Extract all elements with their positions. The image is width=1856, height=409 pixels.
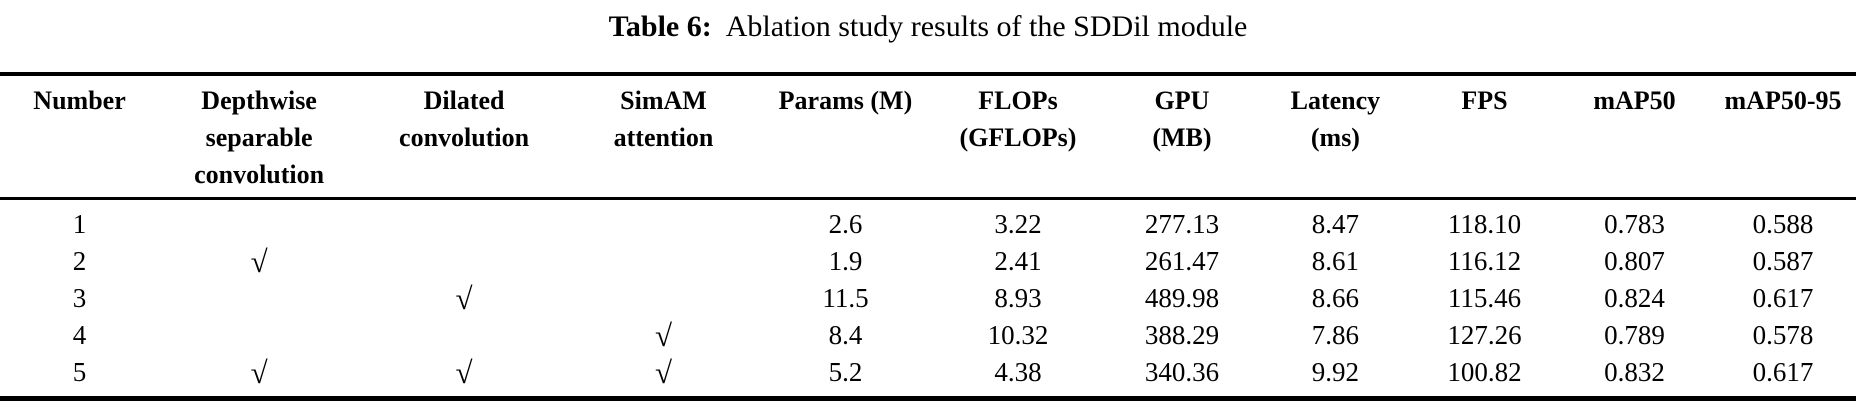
column-header-latency: Latency (ms): [1260, 74, 1410, 200]
cell-fps: 127.26: [1447, 320, 1522, 350]
checkmark-icon: √: [455, 281, 473, 316]
table-caption: Table 6: Ablation study results of the SD…: [0, 0, 1856, 46]
column-header-map5095: mAP50-95: [1710, 74, 1856, 200]
column-header-line: FPS: [1461, 86, 1508, 115]
cell-latency: 9.92: [1311, 357, 1360, 387]
cell-gpu: 489.98: [1144, 283, 1220, 313]
cell-map5095: 0.617: [1752, 357, 1814, 387]
column-header-simam: SimAM attention: [569, 74, 758, 200]
column-header-dsc: Depthwise separable convolution: [159, 74, 360, 200]
cell-latency: 8.61: [1311, 246, 1360, 276]
empty-cell-dsc: [159, 280, 359, 317]
checkmark-icon: √: [455, 355, 473, 390]
cell-latency: 8.47: [1311, 209, 1360, 239]
cell-number: 4: [72, 320, 87, 350]
table-header: Number Depthwise separable convolution Dilat…: [0, 74, 1856, 200]
column-header-line: Dilated: [423, 86, 505, 115]
table-row: 3 √ 11.5 8.93 489.98 8.66 115.46 0.824 0.617: [0, 280, 1856, 317]
cell-flops: 3.22: [994, 209, 1042, 239]
column-header-line: GPU: [1154, 86, 1210, 115]
column-header-line: mAP50: [1593, 86, 1676, 115]
empty-cell-dsc: [159, 199, 359, 244]
column-header-map50: mAP50: [1558, 74, 1711, 200]
table-row: 4 √ 8.4 10.32 388.29 7.86 127.26 0.789 0.578: [0, 317, 1856, 354]
cell-map5095: 0.578: [1752, 320, 1814, 350]
table-row: 2 √ 1.9 2.41 261.47 8.61 116.12 0.807 0.587: [0, 243, 1856, 280]
empty-cell-dilated: [359, 317, 569, 354]
column-header-line: Params (M): [778, 86, 913, 115]
cell-map50: 0.832: [1604, 357, 1665, 387]
column-header-line: Number: [33, 86, 126, 115]
column-header-gpu: GPU (MB): [1102, 74, 1261, 200]
cell-gpu: 277.13: [1144, 209, 1220, 239]
cell-fps: 100.82: [1447, 357, 1522, 387]
column-header-dilated: Dilated convolution: [359, 74, 570, 200]
cell-params: 2.6: [828, 209, 863, 239]
checkmark-icon: √: [250, 355, 268, 390]
ablation-table: Number Depthwise separable convolution Dilat…: [0, 72, 1856, 401]
cell-flops: 10.32: [987, 320, 1049, 350]
cell-map50: 0.807: [1604, 246, 1665, 276]
table-body: 1 2.6 3.22 277.13 8.47 118.10 0.783 0.588 2 √ 1.9 2…: [0, 199, 1856, 399]
cell-params: 1.9: [828, 246, 863, 276]
column-header-flops: FLOPs (GFLOPs): [932, 74, 1103, 200]
column-header-line: (GFLOPs): [959, 123, 1077, 152]
cell-map50: 0.783: [1604, 209, 1665, 239]
column-header-line: Depthwise: [201, 86, 317, 115]
checkmark-icon: √: [654, 355, 672, 390]
cell-latency: 8.66: [1311, 283, 1360, 313]
column-header-line: (ms): [1310, 123, 1360, 152]
cell-number: 2: [72, 246, 87, 276]
empty-cell-simam: [569, 199, 758, 244]
column-header-line: SimAM: [620, 86, 707, 115]
header-row: Number Depthwise separable convolution Dilat…: [0, 74, 1856, 200]
cell-map5095: 0.587: [1752, 246, 1814, 276]
column-header-params: Params (M): [757, 74, 933, 200]
column-header-line: attention: [613, 123, 714, 152]
cell-map50: 0.789: [1604, 320, 1665, 350]
checkmark-icon: √: [250, 244, 268, 279]
cell-number: 5: [72, 357, 87, 387]
cell-gpu: 388.29: [1144, 320, 1220, 350]
column-header-fps: FPS: [1409, 74, 1559, 200]
column-header-line: (MB): [1152, 123, 1212, 152]
empty-cell-dsc: [159, 317, 359, 354]
cell-flops: 8.93: [994, 283, 1042, 313]
empty-cell-dilated: [359, 199, 569, 244]
cell-map50: 0.824: [1604, 283, 1665, 313]
table-row: 1 2.6 3.22 277.13 8.47 118.10 0.783 0.588: [0, 199, 1856, 244]
cell-flops: 2.41: [994, 246, 1042, 276]
table-row: 5 √ √ √ 5.2 4.38 340.36 9.92 100.82 0.832 0.617: [0, 354, 1856, 399]
cell-map5095: 0.617: [1752, 283, 1814, 313]
column-header-line: Latency: [1290, 86, 1381, 115]
cell-number: 1: [72, 209, 87, 239]
column-header-line: FLOPs: [978, 86, 1058, 115]
cell-gpu: 340.36: [1144, 357, 1220, 387]
table-caption-text: Ablation study results of the SDDil modu…: [725, 10, 1248, 43]
column-header-line: mAP50-95: [1724, 86, 1842, 115]
cell-latency: 7.86: [1311, 320, 1360, 350]
column-header-line: separable: [205, 123, 313, 152]
cell-fps: 118.10: [1447, 209, 1522, 239]
column-header-line: convolution: [194, 160, 325, 189]
cell-fps: 116.12: [1447, 246, 1522, 276]
empty-cell-simam: [569, 280, 758, 317]
empty-cell-simam: [569, 243, 758, 280]
cell-gpu: 261.47: [1144, 246, 1220, 276]
cell-params: 5.2: [828, 357, 863, 387]
column-header-number: Number: [0, 74, 160, 200]
cell-map5095: 0.588: [1752, 209, 1814, 239]
column-header-line: convolution: [399, 123, 530, 152]
empty-cell-dilated: [359, 243, 569, 280]
cell-fps: 115.46: [1447, 283, 1522, 313]
table-caption-label: Table 6:: [608, 10, 712, 43]
cell-params: 11.5: [822, 283, 869, 313]
checkmark-icon: √: [654, 318, 672, 353]
cell-number: 3: [72, 283, 87, 313]
cell-flops: 4.38: [994, 357, 1042, 387]
cell-params: 8.4: [828, 320, 863, 350]
